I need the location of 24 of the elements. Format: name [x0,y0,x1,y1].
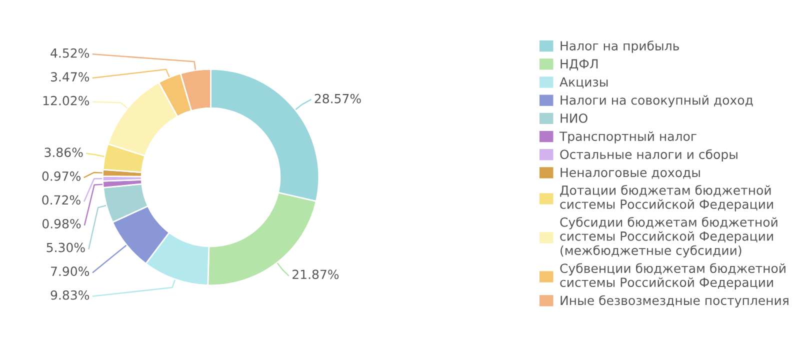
data-label: 28.57% [314,94,361,104]
data-label: 5.30% [46,242,85,252]
legend-label: Транспортный налог [559,131,696,144]
legend-label: Иные безвозмездные поступления [560,295,788,308]
legend-label: Налог на прибыль [560,40,679,53]
data-label: 0.97% [42,171,80,181]
legend-label: Остальные налоги и сборы [560,149,738,162]
data-label: 12.02% [43,96,90,106]
legend-label: Неналоговые доходы [560,168,700,179]
data-label: 3.86% [44,148,83,158]
data-label: 21.87% [292,270,339,280]
data-label: 4.52% [50,48,90,58]
legend-label: НДФЛ [560,59,598,70]
legend-label: НИО [560,113,588,123]
data-label: 0.72% [42,195,80,205]
legend-label: Акцизы [560,77,608,88]
legend-label: Дотации бюджетам бюджетной системы Российской Федерации [560,185,773,212]
data-label: 3.47% [50,72,90,82]
data-label: 9.83% [50,290,90,300]
data-label: 0.98% [42,218,81,228]
legend-label: Налоги на совокупный доход [560,95,753,108]
data-label: 7.90% [51,266,90,276]
legend-label: Субвенции бюджетам бюджетной системы Российской Федерации [560,263,786,290]
legend-label: Субсидии бюджетам бюджетной системы Российской Федерации (межбюджетные субсидии) [560,216,778,258]
